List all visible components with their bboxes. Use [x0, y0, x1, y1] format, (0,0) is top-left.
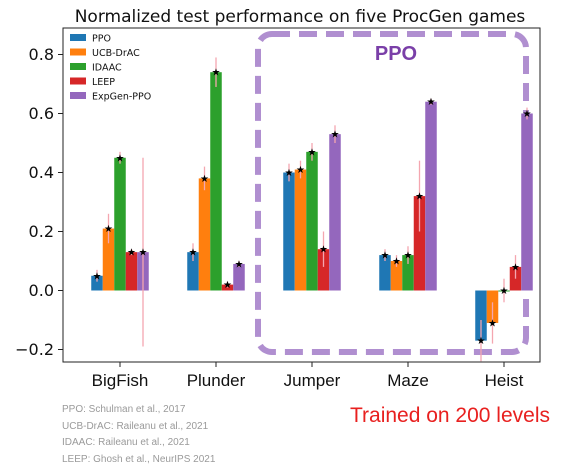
mean-marker: ★: [404, 251, 413, 262]
mean-marker: ★: [381, 251, 390, 262]
y-tick-label: −0.2: [15, 340, 54, 359]
legend-swatch: [70, 48, 86, 56]
mean-marker: ★: [127, 248, 136, 259]
bar: [283, 172, 295, 291]
mean-marker: ★: [223, 280, 232, 291]
plot-frame: [62, 27, 541, 363]
mean-marker: ★: [511, 262, 520, 273]
x-tick-label: Plunder: [187, 371, 246, 390]
bar: [413, 196, 426, 291]
bar: [294, 169, 307, 291]
bar: [125, 252, 138, 291]
mean-marker: ★: [285, 168, 294, 179]
legend-label: PPO: [92, 34, 111, 45]
y-tick-label: 0.0: [29, 281, 54, 300]
legend-label: UCB-DrAC: [92, 48, 140, 59]
bar: [379, 255, 391, 291]
bar: [475, 290, 487, 341]
chart-title: Normalized test performance on five Proc…: [75, 7, 526, 27]
mean-marker: ★: [415, 192, 424, 203]
mean-marker: ★: [331, 130, 340, 141]
legend-swatch: [70, 92, 86, 99]
bar: [187, 252, 199, 291]
mean-marker: ★: [104, 224, 113, 235]
y-tick-label: 0.4: [29, 163, 54, 182]
x-tick-label: Heist: [485, 371, 524, 390]
x-tick-label: BigFish: [92, 371, 149, 390]
bar: [233, 263, 245, 291]
x-tick-label: Maze: [387, 371, 429, 390]
mean-marker: ★: [189, 248, 198, 259]
mean-marker: ★: [500, 286, 509, 297]
mean-marker: ★: [392, 257, 401, 268]
bar: [317, 249, 330, 291]
mean-marker: ★: [523, 109, 532, 120]
y-tick-label: 0.8: [29, 45, 54, 64]
mean-marker: ★: [488, 318, 497, 329]
mean-marker: ★: [427, 97, 436, 108]
y-tick-label: 0.2: [29, 222, 54, 241]
reference-ppo: PPO: Schulman et al., 2017: [62, 404, 186, 415]
bar: [402, 255, 414, 291]
bar: [102, 228, 115, 291]
mean-marker: ★: [235, 259, 244, 270]
references: PPO: Schulman et al., 2017 UCB-DrAC: Rai…: [62, 402, 215, 468]
y-tick-label: 0.6: [29, 104, 54, 123]
mean-marker: ★: [212, 68, 221, 79]
legend-swatch: [70, 77, 86, 85]
mean-marker: ★: [296, 165, 305, 176]
x-tick-label: Jumper: [284, 371, 341, 390]
bar: [210, 72, 222, 291]
mean-marker: ★: [319, 245, 328, 256]
bar: [329, 134, 341, 291]
mean-marker: ★: [93, 271, 102, 282]
mean-marker: ★: [308, 147, 317, 158]
bar: [521, 113, 533, 291]
highlight-box-label: PPO: [375, 43, 417, 65]
legend-swatch: [70, 63, 86, 70]
training-note: Trained on 200 levels: [349, 404, 550, 427]
mean-marker: ★: [139, 248, 148, 259]
mean-marker: ★: [116, 153, 125, 164]
bar: [114, 157, 126, 291]
legend-swatch: [70, 34, 86, 41]
legend-label: LEEP: [92, 77, 115, 88]
legend-label: IDAAC: [92, 63, 122, 74]
mean-marker: ★: [477, 336, 486, 347]
bar: [91, 275, 103, 291]
bar: [198, 178, 211, 291]
reference-leep: LEEP: Ghosh et al., NeurIPS 2021: [62, 453, 216, 465]
mean-marker: ★: [200, 174, 209, 185]
bar: [306, 151, 318, 291]
bar: [390, 261, 403, 291]
legend-label: ExpGen-PPO: [92, 92, 151, 103]
reference-ucb-drac: UCB-DrAC: Raileanu et al., 2021: [62, 420, 209, 432]
reference-idaac: IDAAC: Raileanu et al., 2021: [62, 437, 190, 448]
bar: [425, 101, 437, 291]
